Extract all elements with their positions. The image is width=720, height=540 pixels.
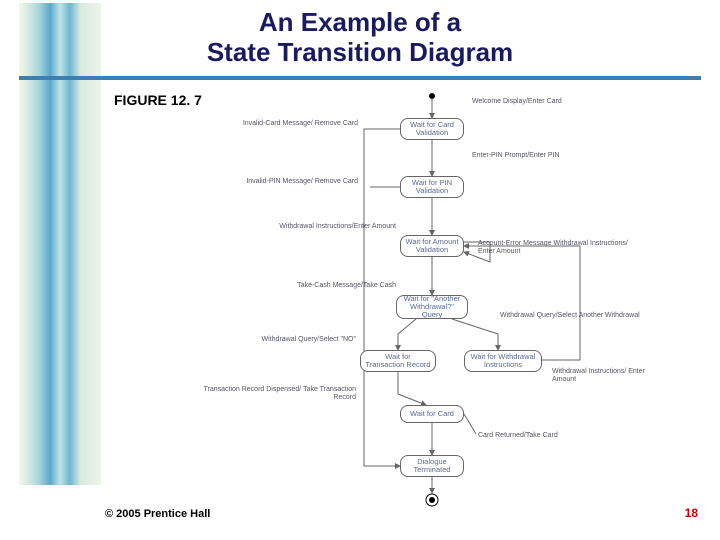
label-enter-pin: Enter-PIN Prompt/Enter PIN [472,152,632,160]
state-wait-transaction-record: Wait for Transaction Record [360,350,436,372]
state-wait-pin-validation: Wait for PIN Validation [400,176,464,198]
label-withdrawal-instructions-left: Withdrawal Instructions/Enter Amount [200,223,396,231]
label-invalid-pin: Invalid-PIN Message/ Remove Card [200,178,358,186]
label-withdrawal-no: Withdrawal Query/Select "NO" [200,336,356,344]
label-transaction-record: Transaction Record Dispensed/ Take Trans… [200,386,356,401]
state-wait-another-withdrawal: Wait for "Another Withdrawal?" Query [396,295,468,319]
label-take-cash: Take-Cash Message/Take Cash [200,282,396,290]
figure-label: FIGURE 12. 7 [114,92,202,108]
state-wait-card-validation: Wait for Card Validation [400,118,464,140]
label-card-returned: Card Returned/Take Card [478,432,628,440]
title-underline [19,76,701,80]
state-transition-diagram: Wait for Card Validation Wait for PIN Va… [200,90,670,510]
label-welcome: Welcome Display/Enter Card [472,98,632,106]
state-wait-for-card: Wait for Card [400,405,464,423]
copyright-text: © 2005 Prentice Hall [105,508,210,520]
state-dialogue-terminated: Dialogue Terminated [400,455,464,477]
page-number: 18 [685,506,698,520]
label-account-error: Account-Error Message Withdrawal Instruc… [478,240,628,255]
state-wait-amount-validation: Wait for Amount Validation [400,235,464,257]
label-invalid-card: Invalid-Card Message/ Remove Card [200,120,358,128]
label-withdrawal-instructions-right: Withdrawal Instructions/ Enter Amount [552,368,670,383]
label-select-another: Withdrawal Query/Select Another Withdraw… [500,312,640,320]
state-wait-withdrawal-instructions: Wait for Withdrawal Instructions [464,350,542,372]
slide-title: An Example of a State Transition Diagram [0,8,720,68]
title-line-1: An Example of a [259,7,461,37]
title-line-2: State Transition Diagram [207,37,513,67]
